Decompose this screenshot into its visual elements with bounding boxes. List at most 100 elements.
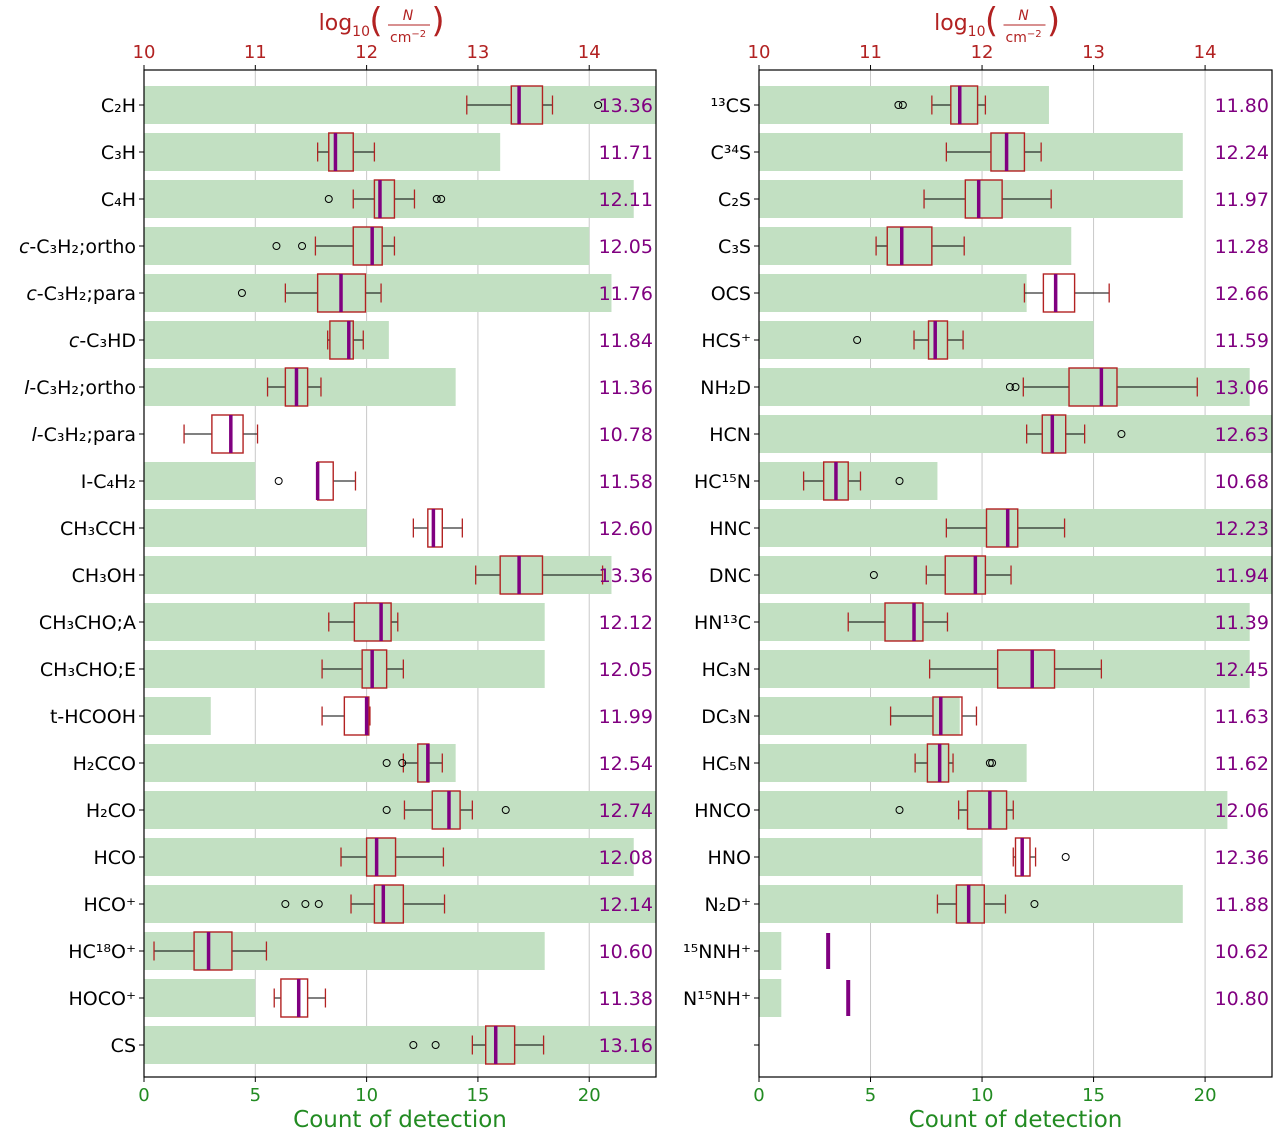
top-x-tick-label: 13: [466, 42, 489, 63]
median-value-label: 10.68: [1215, 471, 1269, 493]
molecule-label: C₃H: [101, 142, 136, 164]
boxplot-box: [329, 320, 354, 360]
molecule-label: HNC: [709, 518, 751, 540]
top-x-tick-label: 10: [133, 42, 156, 63]
top-x-tick-label: 12: [355, 42, 378, 63]
boxplot-box: [431, 790, 461, 830]
count-bar: [759, 932, 782, 970]
median-value-label: 11.80: [1215, 95, 1269, 117]
count-bar: [144, 697, 211, 735]
top-axis-label: log10: [934, 11, 985, 40]
boxplot-outlier: [1117, 430, 1126, 438]
x-tick-label: 10: [355, 1085, 378, 1106]
median-value-label: 12.63: [1215, 424, 1269, 446]
top-x-tick-label: 10: [748, 42, 771, 63]
boxplot-outlier: [988, 759, 997, 767]
molecule-label: HC₅N: [702, 753, 751, 775]
boxplot-outlier: [281, 900, 290, 908]
top-x-tick-label: 13: [1082, 42, 1105, 63]
top-x-tick-label: 12: [971, 42, 994, 63]
boxplot-outlier: [1030, 900, 1039, 908]
molecule-label: C₂H: [101, 95, 136, 117]
median-value-label: 13.16: [599, 1035, 653, 1057]
boxplot-outlier: [382, 806, 391, 814]
molecule-label: HC¹⁵N: [694, 471, 751, 493]
count-bar: [759, 979, 782, 1017]
boxplot-box: [373, 884, 405, 924]
count-bar: [759, 556, 1272, 594]
median-value-label: 11.97: [1215, 189, 1269, 211]
x-tick-label: 0: [753, 1085, 764, 1106]
median-value-label: 11.38: [599, 988, 653, 1010]
count-bar: [759, 791, 1228, 829]
boxplot-outlier: [1011, 383, 1020, 391]
boxplot-box: [886, 226, 933, 266]
molecule-label: C³⁴S: [710, 142, 751, 164]
molecule-label: HCS⁺: [701, 330, 751, 352]
boxplot-outlier: [1005, 383, 1014, 391]
boxplot-box: [932, 696, 963, 736]
boxplot-outlier: [409, 1041, 418, 1049]
boxplot-outlier: [898, 101, 907, 109]
molecule-label: HCO: [93, 847, 136, 869]
median-value-label: 11.58: [599, 471, 653, 493]
count-bar: [759, 86, 1049, 124]
count-bar: [144, 368, 456, 406]
molecule-label: I-C₄H₂: [81, 471, 136, 493]
top-axis-label-denominator: cm−2: [390, 29, 426, 46]
molecule-label: c-C₃HD: [69, 330, 136, 352]
molecule-label: c-C₃H₂;ortho: [19, 236, 136, 258]
median-value-label: 11.39: [1215, 612, 1269, 634]
x-tick-label: 5: [865, 1085, 876, 1106]
boxplot-box: [280, 978, 309, 1018]
count-bar: [144, 932, 545, 970]
count-bar: [759, 838, 983, 876]
molecule-label: ¹⁵NNH⁺: [683, 941, 751, 963]
top-axis-label-numerator: N: [1018, 8, 1029, 24]
median-value-label: 13.06: [1215, 377, 1269, 399]
count-bar: [759, 227, 1072, 265]
x-tick-label: 20: [578, 1085, 601, 1106]
top-axis-label-paren: (: [985, 1, 998, 41]
median-value-label: 11.88: [1215, 894, 1269, 916]
molecule-label: NH₂D: [700, 377, 751, 399]
boxplot-outlier: [869, 571, 878, 579]
count-bar: [144, 227, 590, 265]
count-bar: [759, 744, 1027, 782]
top-axis-label-paren: (: [369, 1, 382, 41]
boxplot-box: [884, 602, 924, 642]
median-value-label: 12.45: [1215, 659, 1269, 681]
top-axis-label-paren: ): [431, 1, 444, 41]
median-value-label: 12.12: [599, 612, 653, 634]
median-value-label: 12.23: [1215, 518, 1269, 540]
boxplot-box: [944, 555, 987, 595]
molecule-label: HNO: [708, 847, 751, 869]
molecule-label: HOCO⁺: [69, 988, 137, 1010]
molecule-label: C₂S: [718, 189, 751, 211]
boxplot-box: [373, 179, 396, 219]
median-value-label: 10.60: [599, 941, 653, 963]
median-value-label: 12.06: [1215, 800, 1269, 822]
top-x-tick-label: 11: [859, 42, 882, 63]
boxplot-outlier: [382, 759, 391, 767]
median-value-label: 11.62: [1215, 753, 1269, 775]
boxplot-outlier: [398, 759, 407, 767]
top-axis-label-numerator: N: [403, 8, 414, 24]
boxplot-box: [499, 555, 544, 595]
median-value-label: 11.63: [1215, 706, 1269, 728]
molecule-label: CH₃CCH: [60, 518, 136, 540]
x-axis-label: Count of detection: [293, 1107, 507, 1133]
x-axis-label: Count of detection: [909, 1107, 1123, 1133]
top-x-tick-label: 14: [578, 42, 601, 63]
count-bar: [759, 603, 1250, 641]
molecule-label: CS: [111, 1035, 136, 1057]
count-bar: [759, 650, 1250, 688]
median-value-label: 12.60: [599, 518, 653, 540]
boxplot-box: [964, 179, 1003, 219]
x-tick-label: 5: [250, 1085, 261, 1106]
boxplot-outlier: [431, 1041, 440, 1049]
median-value-label: 12.08: [599, 847, 653, 869]
boxplot-outlier: [895, 477, 904, 485]
molecule-label: c-C₃H₂;para: [26, 283, 136, 305]
